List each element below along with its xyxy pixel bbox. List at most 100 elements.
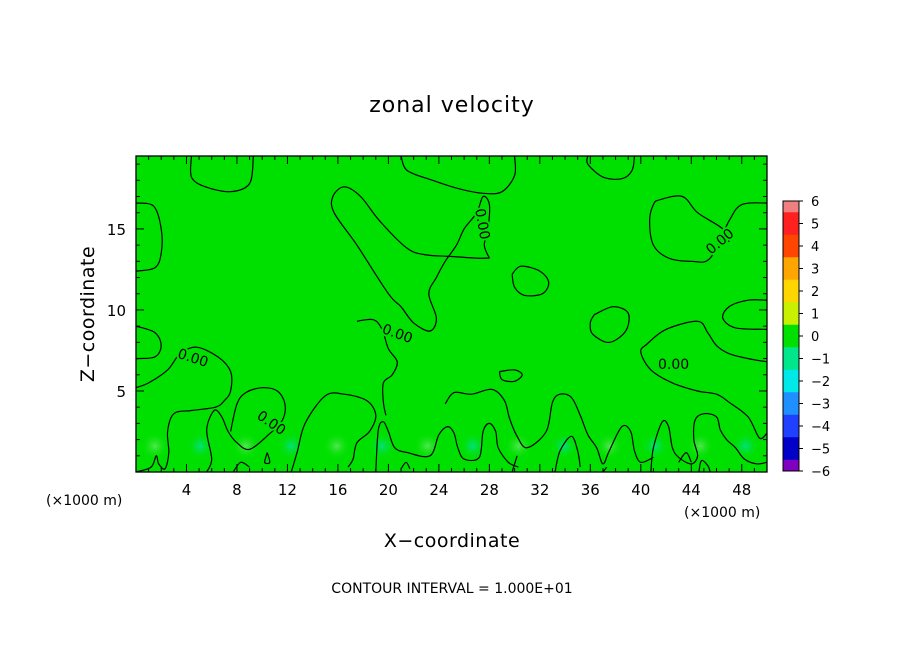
x-tick-label: 36 [581, 481, 600, 499]
shading-blob [504, 432, 533, 460]
colorbar-swatch [783, 268, 799, 281]
contour-line [722, 299, 767, 330]
colorbar: 6 5 4 3 2 1 0 −1 −2 −3 −4 −5 −6 [782, 195, 830, 480]
y-tick-label: 10 [107, 302, 126, 320]
colorbar-label: −2 [811, 375, 830, 390]
x-axis-unit-label: (×1000 m) [684, 505, 760, 521]
colorbar-swatch [783, 279, 799, 292]
contour-interval-text: CONTOUR INTERVAL = 1.000E+01 [331, 581, 572, 597]
contour-line [375, 421, 519, 472]
contour-line [698, 459, 711, 472]
contour-line [589, 306, 630, 344]
contour-line [586, 156, 636, 180]
colorbar-label: 2 [811, 285, 819, 300]
colorbar-swatch [783, 358, 799, 371]
colorbar-swatch [783, 426, 799, 438]
contour-label: 0.00 [658, 357, 689, 373]
colorbar-swatch [783, 403, 799, 416]
x-tick-label: 8 [232, 481, 242, 499]
contour-line [330, 186, 491, 332]
contour-line [444, 388, 654, 465]
x-tick-label: 20 [379, 481, 398, 499]
x-tick-label: 44 [682, 481, 701, 499]
colorbar-swatch [783, 302, 799, 314]
y-axis-label: Z−coordinate [77, 246, 99, 382]
contour-line [264, 452, 271, 465]
colorbar-label: 6 [811, 195, 819, 210]
shading-blob [413, 432, 442, 460]
contour-line [290, 392, 377, 472]
colorbar-swatch [783, 324, 799, 337]
shading-blob [595, 432, 624, 460]
x-tick-label: 12 [278, 481, 297, 499]
contour-line [511, 265, 550, 297]
contour-line [648, 195, 767, 263]
colorbar-swatch [783, 201, 799, 213]
colorbar-label: −4 [811, 420, 830, 435]
colorbar-label: −1 [811, 353, 830, 368]
colorbar-swatch [783, 437, 799, 449]
colorbar-swatch [783, 459, 799, 472]
colorbar-label: 1 [811, 308, 819, 323]
contour-line [400, 461, 411, 470]
x-tick-label: 24 [429, 481, 448, 499]
contour-line [511, 455, 518, 472]
colorbar-swatch [783, 448, 799, 461]
colorbar-swatch [783, 347, 799, 359]
x-tick-label: 28 [480, 481, 499, 499]
colorbar-swatch [783, 313, 799, 326]
shading-blob [140, 432, 169, 460]
colorbar-swatch [783, 257, 799, 269]
shading-blob [368, 432, 397, 460]
x-axis-ticks: 4 8 12 16 20 24 28 32 36 40 44 48 [148, 156, 755, 499]
shading-blob [686, 432, 715, 460]
colorbar-label: 3 [811, 263, 819, 278]
colorbar-swatch [783, 336, 799, 348]
contour-line [189, 156, 254, 193]
colorbar-swatch [783, 392, 799, 404]
contour-line [356, 318, 398, 416]
colorbar-label: 0 [811, 330, 819, 345]
x-tick-label: 16 [328, 481, 347, 499]
colorbar-label: −6 [811, 465, 830, 480]
contour-line [206, 387, 286, 472]
colorbar-label: 4 [811, 240, 819, 255]
colorbar-label: 5 [811, 218, 819, 233]
shading-blob [277, 432, 306, 460]
colorbar-swatch [783, 223, 799, 236]
y-axis-unit-label: (×1000 m) [46, 493, 122, 509]
colorbar-swatch [783, 212, 799, 224]
contour-line [400, 156, 517, 195]
colorbar-swatch [783, 246, 799, 258]
contour-line [640, 320, 767, 440]
y-tick-label: 5 [116, 383, 126, 401]
chart-title: zonal velocity [369, 93, 535, 118]
colorbar-swatch [783, 414, 799, 427]
shading-blob [731, 432, 760, 460]
contour-lines [136, 156, 767, 472]
shading-blob [640, 432, 669, 460]
x-tick-label: 40 [631, 481, 650, 499]
x-axis-label: X−coordinate [384, 530, 520, 552]
contour-line [554, 435, 581, 472]
colorbar-label: −5 [811, 443, 830, 458]
shading-blob [322, 432, 351, 460]
contour-line [136, 346, 233, 472]
x-tick-label: 48 [732, 481, 751, 499]
shading-blob [458, 432, 487, 460]
x-tick-label: 4 [182, 481, 192, 499]
y-tick-label: 15 [107, 221, 126, 239]
colorbar-label: −3 [811, 398, 830, 413]
x-tick-label: 32 [530, 481, 549, 499]
y-axis-ticks: 5 10 15 [107, 163, 767, 457]
contour-line [232, 461, 250, 472]
colorbar-swatch [783, 291, 799, 303]
colorbar-swatch [783, 381, 799, 393]
contour-line [650, 412, 767, 472]
plot-field [136, 156, 767, 472]
colorbar-swatch [783, 369, 799, 382]
contour-line [136, 325, 162, 360]
contour-line [678, 451, 692, 463]
contour-line [498, 369, 523, 383]
